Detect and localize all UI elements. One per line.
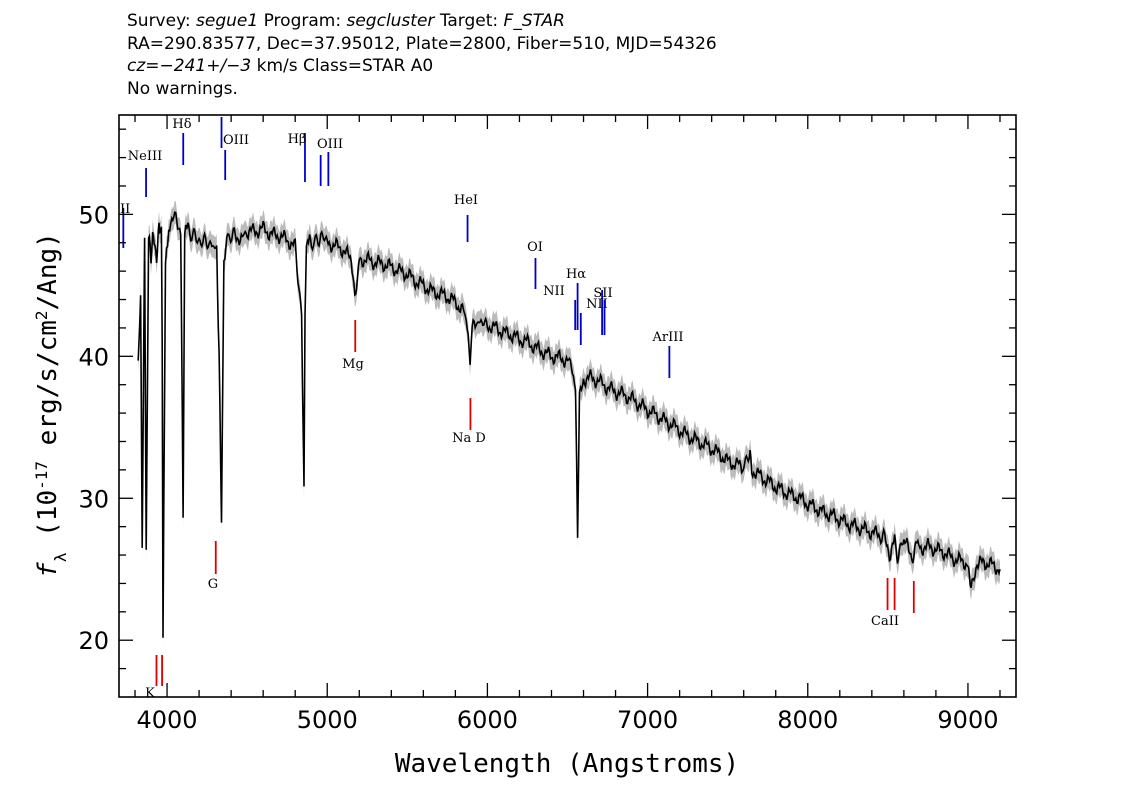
emission-line-label: HeI (454, 193, 478, 208)
x-tick-label: 5000 (297, 706, 358, 734)
absorption-line-label: Na D (452, 431, 486, 446)
y-tick-label: 30 (78, 485, 109, 513)
spectrum-layer (137, 211, 1001, 638)
x-tick-label: 8000 (777, 706, 838, 734)
x-tick-label: 4000 (137, 706, 198, 734)
spectrum-line (137, 211, 1001, 638)
emission-line-label: ArIII (651, 330, 683, 345)
survey-label: Survey: (127, 11, 191, 31)
header-line-cz: cz=−241+/−3 km/s Class=STAR A0 (127, 55, 717, 78)
plot-frame (118, 114, 1017, 698)
emission-line-label: II (120, 202, 130, 217)
absorption-line-label: G (208, 577, 218, 592)
target-value: F_STAR (503, 11, 565, 31)
program-value: segcluster (346, 11, 435, 31)
spectrum-header: Survey: segue1 Program: segcluster Targe… (127, 10, 717, 100)
target-label: Target: (439, 11, 499, 31)
emission-line-label: Hβ (288, 132, 307, 147)
emission-line-label: NII (543, 284, 565, 299)
y-tick-label: 40 (78, 343, 109, 371)
y-tick-label: 20 (78, 627, 109, 655)
emission-line-label: NeIII (128, 149, 162, 164)
x-axis-title: Wavelength (Angstroms) (395, 749, 739, 779)
emission-line-label: SII (593, 286, 612, 301)
emission-line-label: Hα (566, 267, 586, 282)
absorption-line-label: Mg (342, 357, 364, 372)
y-tick-label: 50 (78, 201, 109, 229)
emission-line-label: Hδ (172, 117, 191, 132)
header-line-coords: RA=290.83577, Dec=37.95012, Plate=2800, … (127, 33, 717, 54)
program-label: Program: (263, 11, 342, 31)
y-axis-title: fλ (10-17 erg/s/cm2/Ang) (32, 232, 70, 578)
absorption-line-label: CaII (871, 614, 899, 629)
x-tick-label: 7000 (617, 706, 678, 734)
emission-line-label: OIII (223, 133, 249, 148)
emission-line-label: OI (527, 240, 543, 255)
absorption-line-label: K (145, 686, 155, 701)
header-line-warnings: No warnings. (127, 78, 238, 99)
emission-line-label: OIII (317, 137, 343, 152)
header-line-survey: Survey: segue1 Program: segcluster Targe… (127, 10, 717, 33)
x-tick-label: 6000 (457, 706, 518, 734)
cz-value: cz=−241+/−3 (127, 56, 252, 76)
class-text: km/s Class=STAR A0 (251, 56, 434, 76)
survey-value: segue1 (196, 11, 259, 31)
x-tick-label: 9000 (937, 706, 998, 734)
axes-layer: 4000 5000 6000 7000 8000 9000 20 30 40 50 (78, 114, 1017, 734)
